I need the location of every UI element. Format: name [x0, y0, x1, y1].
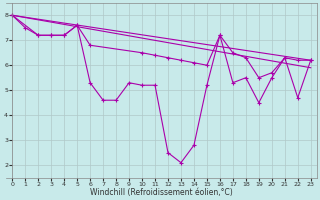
X-axis label: Windchill (Refroidissement éolien,°C): Windchill (Refroidissement éolien,°C) — [90, 188, 233, 197]
